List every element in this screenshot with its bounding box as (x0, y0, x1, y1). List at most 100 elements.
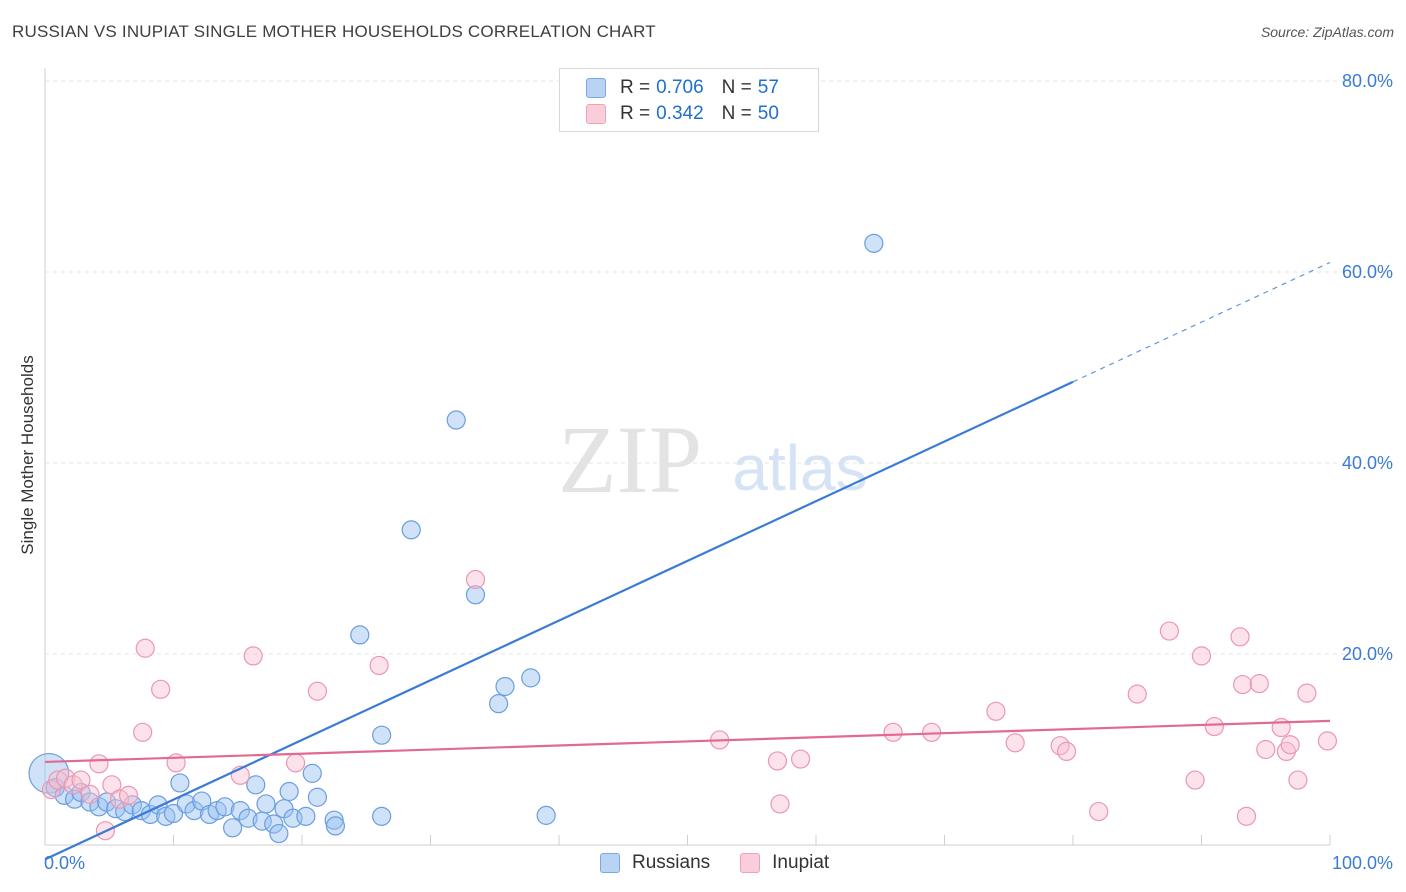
point-inupiat (1280, 735, 1300, 755)
y-axis-title: Single Mother Households (18, 355, 37, 555)
legend-r-value: 0.342 (656, 103, 704, 124)
series-label-russians: Russians (632, 852, 711, 873)
point-inupiat (48, 770, 68, 790)
point-russians (296, 806, 316, 826)
point-russians (372, 806, 392, 826)
point-inupiat (883, 722, 903, 742)
point-inupiat (1288, 770, 1308, 790)
point-inupiat (243, 646, 263, 666)
tick-labels: 20.0% 40.0% 60.0% 80.0% 0.0% 100.0% (44, 71, 1393, 873)
point-russians (223, 818, 243, 838)
watermark-atlas: atlas (732, 432, 867, 504)
legend-row-russians: R = 0.706 N = 57 (586, 76, 779, 100)
point-inupiat (151, 679, 171, 699)
point-inupiat (89, 754, 109, 774)
points (28, 233, 1338, 844)
point-inupiat (307, 681, 328, 701)
point-russians (350, 625, 370, 645)
point-inupiat (133, 722, 153, 742)
point-russians (230, 801, 250, 821)
legend-n-value: 57 (757, 77, 779, 98)
point-inupiat (369, 655, 389, 676)
point-inupiat (71, 770, 91, 790)
point-inupiat (1089, 801, 1109, 822)
y-tick-label: 40.0% (1342, 453, 1393, 473)
point-inupiat (1185, 770, 1205, 790)
series-legend-inupiat[interactable]: Inupiat (740, 852, 829, 874)
point-russians (184, 801, 204, 821)
point-russians (401, 520, 421, 540)
trend-line-inupiat (44, 719, 1331, 764)
point-inupiat (790, 749, 811, 769)
series-legend: Russians Inupiat (600, 852, 859, 874)
point-russians (163, 803, 184, 824)
legend-swatch-russians (586, 78, 606, 98)
point-russians (269, 823, 289, 844)
watermark: ZIP atlas (558, 406, 868, 513)
point-russians (80, 792, 100, 812)
point-russians (864, 233, 884, 253)
point-inupiat (1005, 733, 1025, 753)
point-inupiat (118, 785, 139, 805)
legend-swatch-inupiat (586, 104, 606, 124)
point-inupiat (1191, 646, 1212, 666)
point-russians (446, 410, 466, 430)
point-russians (489, 694, 509, 714)
point-russians (302, 763, 322, 783)
point-russians (238, 808, 258, 828)
point-russians (264, 814, 284, 834)
point-inupiat (767, 751, 788, 771)
stats-legend: R = 0.706 N = 57 R = 0.342 N = 50 (559, 68, 819, 132)
legend-r-value: 0.706 (656, 77, 704, 98)
x-tick-label: 100.0% (1332, 853, 1393, 873)
legend-n-value: 50 (757, 103, 779, 124)
point-inupiat (986, 701, 1006, 721)
point-inupiat (1127, 684, 1147, 704)
point-inupiat (770, 794, 790, 814)
legend-row-inupiat: R = 0.342 N = 50 (586, 102, 779, 126)
point-inupiat (41, 780, 62, 800)
trend-line-russians (44, 380, 1074, 861)
point-russians (256, 794, 276, 814)
point-inupiat (1297, 683, 1317, 703)
trend-lines (44, 261, 1331, 861)
point-inupiat (1236, 806, 1257, 826)
point-inupiat (1159, 621, 1179, 641)
point-inupiat (285, 753, 306, 773)
trend-extension-russians (1072, 261, 1331, 383)
point-russians (176, 794, 196, 814)
axes (44, 68, 1331, 846)
point-russians (536, 805, 556, 825)
legend-n-label: N = (721, 103, 752, 124)
series-swatch-inupiat (740, 853, 761, 873)
series-swatch-russians (600, 853, 620, 873)
point-russians (495, 676, 515, 697)
point-russians (324, 810, 344, 830)
point-russians (246, 775, 266, 795)
source-credit: Source: ZipAtlas.com (1260, 24, 1394, 40)
y-tick-label: 20.0% (1342, 644, 1393, 664)
point-inupiat (135, 638, 155, 658)
point-russians (279, 781, 299, 802)
point-inupiat (55, 768, 76, 788)
point-inupiat (1317, 731, 1338, 751)
point-russians (115, 801, 135, 822)
watermark-zip: ZIP (558, 406, 702, 513)
legend-n-label: N = (721, 77, 752, 98)
series-legend-russians[interactable]: Russians (600, 852, 710, 874)
point-inupiat (1256, 739, 1276, 760)
point-inupiat (1056, 741, 1077, 762)
x-tick-label: 0.0% (44, 853, 85, 873)
point-inupiat (1230, 627, 1250, 647)
point-russians (372, 725, 392, 745)
point-russians (307, 787, 328, 807)
point-russians (325, 816, 346, 836)
chart-title: RUSSIAN VS INUPIAT SINGLE MOTHER HOUSEHO… (12, 22, 656, 41)
point-inupiat (80, 784, 100, 804)
point-inupiat (1249, 674, 1269, 694)
point-russians (465, 585, 486, 605)
legend-r-label: R = (620, 103, 651, 124)
y-tick-label: 60.0% (1342, 262, 1393, 282)
gridlines (45, 80, 1390, 655)
